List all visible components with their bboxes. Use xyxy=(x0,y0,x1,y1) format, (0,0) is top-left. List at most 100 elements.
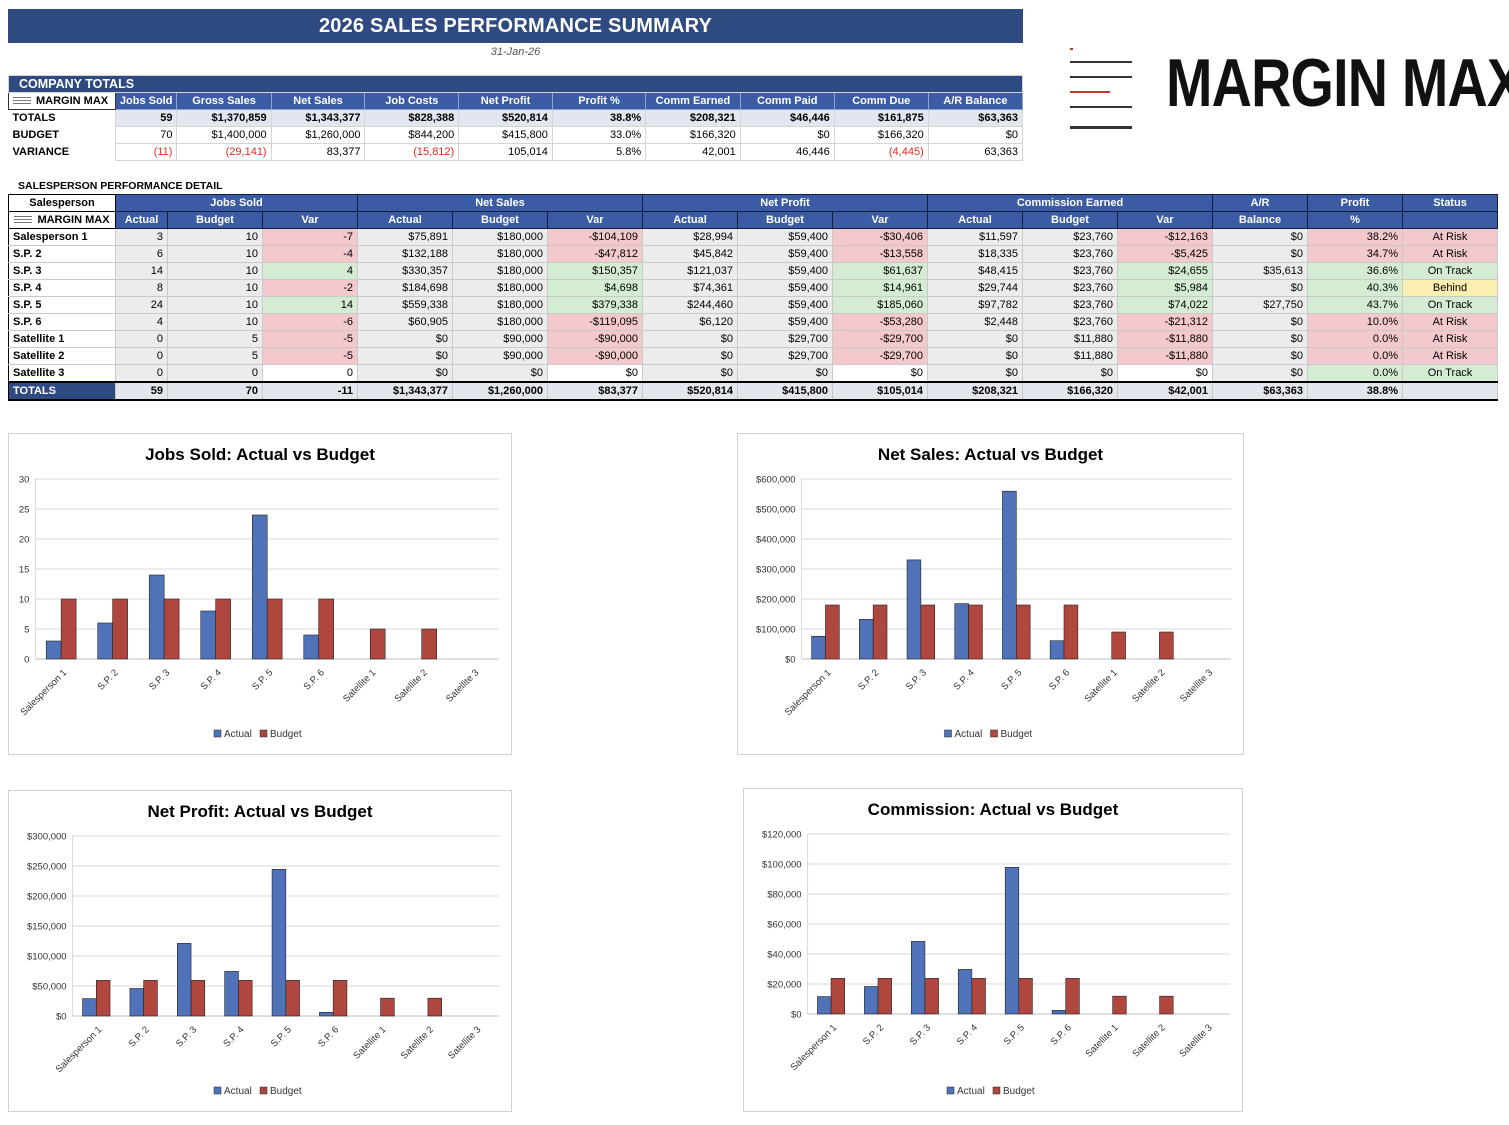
salesperson-name: S.P. 6 xyxy=(8,313,116,331)
bar-budget xyxy=(1015,604,1031,660)
sub-header: % xyxy=(1307,211,1403,229)
bar-actual xyxy=(1051,1010,1067,1015)
detail-cell: $6,120 xyxy=(642,313,738,331)
bar-actual xyxy=(82,998,97,1017)
detail-cell: $0 xyxy=(737,364,833,383)
detail-cell: -$90,000 xyxy=(547,330,643,348)
detail-cell: -$30,406 xyxy=(832,228,928,246)
legend-swatch-actual xyxy=(946,1086,955,1095)
detail-cell: $105,014 xyxy=(832,381,928,401)
bar-budget xyxy=(266,598,283,660)
sub-header-empty xyxy=(1402,211,1498,229)
page-title: 2026 SALES PERFORMANCE SUMMARY xyxy=(8,9,1023,43)
x-tick-label: S.P. 6 xyxy=(1047,667,1072,692)
row-label: TOTALS xyxy=(8,109,116,127)
y-tick-label: $120,000 xyxy=(762,830,802,841)
column-header: Profit % xyxy=(551,92,647,110)
group-header-commission: Commission Earned xyxy=(927,194,1213,212)
bar-actual xyxy=(864,986,879,1015)
legend-label-budget: Budget xyxy=(1001,729,1033,740)
column-header: Net Sales xyxy=(270,92,366,110)
detail-cell: $23,760 xyxy=(1022,262,1118,280)
x-tick-label: Satellite 1 xyxy=(351,1024,388,1061)
detail-cell: $23,760 xyxy=(1022,313,1118,331)
summary-row: VARIANCE (11) (29,141) 83,377 (15,812) 105,01… xyxy=(9,143,1024,161)
bar-actual xyxy=(129,988,144,1017)
x-tick-label: S.P. 3 xyxy=(908,1022,933,1047)
x-tick-label: S.P. 5 xyxy=(999,667,1024,692)
summary-cell: 38.8% xyxy=(551,109,647,127)
summary-row: BUDGET 70 $1,400,000 $1,260,000 $844,200 $415… xyxy=(9,126,1024,144)
detail-cell: $14,961 xyxy=(832,279,928,297)
detail-cell: $75,891 xyxy=(357,228,453,246)
salesperson-name: Salesperson 1 xyxy=(8,228,116,246)
detail-cell: $59,400 xyxy=(737,279,833,297)
x-tick-label: Satellite 2 xyxy=(399,1024,436,1061)
brand-cell: MARGIN MAX xyxy=(8,211,116,229)
bar-actual xyxy=(906,559,922,660)
detail-cell: 10 xyxy=(167,279,263,297)
x-tick-label: S.P. 3 xyxy=(174,1024,199,1049)
x-tick-label: Salesperson 1 xyxy=(788,1022,839,1073)
summary-cell: $520,814 xyxy=(458,109,553,127)
salesperson-name: S.P. 5 xyxy=(8,296,116,314)
row-label: VARIANCE xyxy=(12,146,70,158)
detail-cell: $180,000 xyxy=(452,245,548,263)
detail-cell: 5 xyxy=(167,347,263,365)
x-tick-label: Satellite 1 xyxy=(1083,1022,1120,1059)
row-label: BUDGET xyxy=(12,129,59,141)
status-badge: On Track xyxy=(1402,262,1498,280)
bar-budget xyxy=(318,598,334,660)
detail-cell: 14 xyxy=(115,262,168,280)
detail-cell: $24,655 xyxy=(1117,262,1213,280)
summary-cell: $1,370,859 xyxy=(176,109,272,127)
salesperson-row: S.P. 6 4 10 -6 $60,905 $180,000 -$119,095 $6,12… xyxy=(8,313,1498,331)
detail-cell: $208,321 xyxy=(927,381,1023,401)
detail-cell: $0 xyxy=(357,330,453,348)
summary-cell: $46,446 xyxy=(739,109,835,127)
y-tick-label: 0 xyxy=(24,655,29,666)
detail-cell: $0 xyxy=(642,347,738,365)
summary-cell: $1,260,000 xyxy=(270,126,366,144)
summary-cell: $1,400,000 xyxy=(176,126,272,144)
y-tick-label: $200,000 xyxy=(27,892,67,903)
chart-svg: Commission: Actual vs Budget $0 $20,000 $40… xyxy=(762,800,1230,1097)
detail-cell: 0.0% xyxy=(1307,364,1403,383)
totals-row: TOTALS 59 70 -11 $1,343,377 $1,260,000 $83,377… xyxy=(8,381,1498,401)
detail-cell: $0 xyxy=(1212,330,1308,348)
detail-cell: $90,000 xyxy=(452,330,548,348)
detail-cell: -2 xyxy=(262,279,358,297)
bar-budget xyxy=(1063,604,1079,660)
detail-cell: $45,842 xyxy=(642,245,738,263)
summary-cell: $166,320 xyxy=(645,126,741,144)
detail-cell: $11,597 xyxy=(927,228,1023,246)
x-tick-label: S.P. 6 xyxy=(302,667,327,692)
bar-actual xyxy=(1049,640,1065,660)
salesperson-name: Satellite 3 xyxy=(8,364,116,383)
salesperson-name: S.P. 2 xyxy=(8,245,116,263)
detail-cell: $60,905 xyxy=(357,313,453,331)
sub-header: Balance xyxy=(1212,211,1308,229)
legend-label-budget: Budget xyxy=(270,1086,302,1097)
bar-budget xyxy=(971,978,986,1015)
detail-cell: 5 xyxy=(167,330,263,348)
detail-cell: 0 xyxy=(262,364,358,383)
sub-header: Var xyxy=(262,211,358,229)
detail-cell: $23,760 xyxy=(1022,245,1118,263)
bar-actual xyxy=(251,514,268,660)
detail-cell: $0 xyxy=(927,330,1023,348)
detail-cell: -$47,812 xyxy=(547,245,643,263)
bar-budget xyxy=(95,980,111,1017)
bar-budget xyxy=(163,598,180,660)
chart-net-profit: Net Profit: Actual vs Budget $0 $50,000 $10… xyxy=(8,790,512,1112)
detail-title: SALESPERSON PERFORMANCE DETAIL xyxy=(18,180,223,192)
y-tick-label: $600,000 xyxy=(756,475,796,486)
salesperson-row: Satellite 2 0 5 -5 $0 $90,000 -$90,000 $0 $29,70… xyxy=(8,347,1498,365)
salesperson-row: Satellite 3 0 0 0 $0 $0 $0 $0 $0 $0 $0 $0 $0 $0 0.0% On… xyxy=(8,364,1498,383)
x-tick-label: S.P. 3 xyxy=(147,667,172,692)
detail-cell: $0 xyxy=(1212,245,1308,263)
salesperson-name: S.P. 4 xyxy=(8,279,116,297)
detail-cell: -$11,880 xyxy=(1117,347,1213,365)
detail-cell: $28,994 xyxy=(642,228,738,246)
y-tick-label: 15 xyxy=(19,565,30,576)
